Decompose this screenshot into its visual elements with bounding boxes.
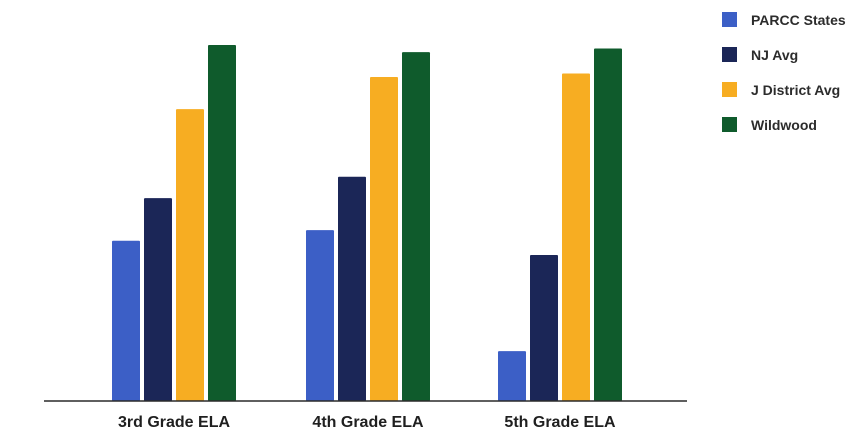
bar-3-series-1 (498, 351, 526, 401)
legend-label: NJ Avg (751, 46, 799, 63)
bar-1-series-1 (112, 240, 140, 401)
bar-2-series-3 (370, 77, 398, 401)
x-tick-labels: 3rd Grade ELA 4th Grade ELA 5th Grade ELA (118, 414, 616, 431)
bar-1-series-4 (208, 45, 236, 401)
legend-swatch (722, 82, 737, 97)
legend-item: Wildwood (722, 107, 857, 142)
legend-swatch (722, 12, 737, 27)
legend-label: PARCC States (751, 11, 846, 28)
x-tick-label: 3rd Grade ELA (118, 414, 230, 431)
bar-3-series-4 (594, 48, 622, 402)
legend-item: NJ Avg (722, 37, 857, 72)
bars-group (112, 45, 622, 402)
x-tick-label: 5th Grade ELA (504, 414, 616, 431)
legend-swatch (722, 47, 737, 62)
bar-1-series-2 (144, 198, 172, 401)
bar-2-series-4 (402, 52, 430, 402)
legend-label: Wildwood (751, 116, 817, 133)
bar-2-series-1 (306, 230, 334, 401)
legend-swatch (722, 117, 737, 132)
legend: PARCC States NJ Avg J District Avg Wildwood (722, 2, 857, 142)
x-tick-label: 4th Grade ELA (312, 414, 424, 431)
legend-label: J District Avg (751, 81, 841, 98)
bar-2-series-2 (338, 176, 366, 401)
legend-item: PARCC States (722, 2, 857, 37)
bar-3-series-3 (562, 73, 590, 401)
legend-item: J District Avg (722, 72, 857, 107)
bar-3-series-2 (530, 255, 558, 401)
bar-1-series-3 (176, 109, 204, 401)
